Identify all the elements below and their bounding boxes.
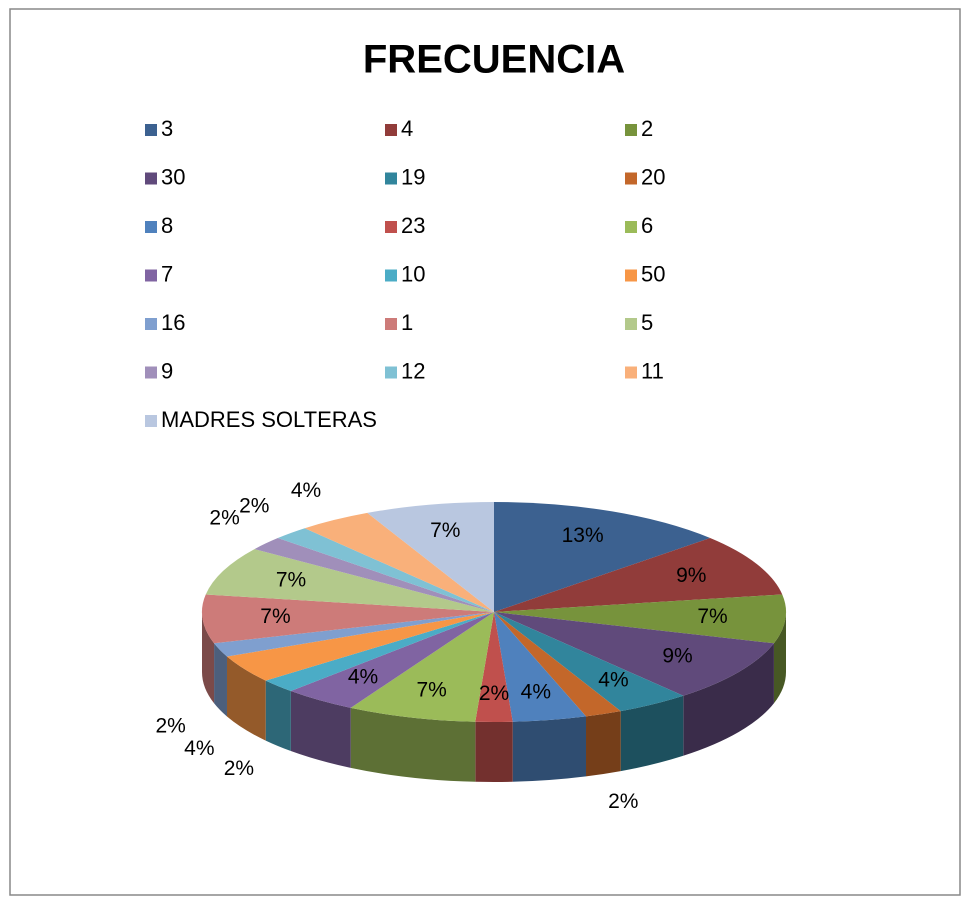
legend-swatch [625,269,637,282]
pie-slice [494,612,684,712]
data-label: 2% [479,682,509,705]
pie-slice [205,549,494,612]
legend-label: 3 [161,116,173,141]
data-label: 4% [521,681,551,704]
data-label: 4% [598,669,628,692]
legend-label: 7 [161,261,173,286]
legend-swatch [145,366,157,379]
pie-side [202,612,215,704]
legend-label: 19 [401,164,425,189]
pie-slice [265,612,494,692]
pie-slice [226,612,494,681]
legend-swatch [145,221,157,233]
legend-label: 1 [401,310,413,335]
legend-swatch [145,318,157,330]
legend-label: 10 [401,261,425,286]
pie-side [290,691,351,768]
pie-side [773,612,787,704]
pie-side [620,695,684,772]
legend-swatch [145,124,157,136]
legend-swatch [385,221,397,233]
legend-label: 8 [161,213,173,238]
data-label: 4% [348,666,378,689]
legend-label: 30 [161,164,185,189]
legend-label: 12 [401,358,425,383]
legend-label: 9 [161,358,173,383]
pie-slice [494,502,711,612]
legend-swatch [625,221,637,233]
legend-swatch [145,172,157,185]
legend-swatch [385,318,397,330]
data-label: 7% [430,519,460,542]
data-label: 2% [608,790,638,813]
pie-side [683,643,774,756]
chart-title: FRECUENCIA [363,38,625,82]
legend-label: 50 [641,261,665,286]
data-label: 2% [155,714,185,737]
pie-side [226,656,266,741]
legend-swatch [385,366,397,379]
legend-label: 5 [641,310,653,335]
pie-slice [494,612,587,722]
data-label: 7% [276,569,306,592]
legend-label: 20 [641,164,665,189]
legend-swatch [145,269,157,282]
legend-swatch [625,172,637,185]
pie-side [265,680,291,752]
pie-side [214,643,227,717]
legend-swatch [385,269,397,282]
legend-label: 11 [641,358,664,383]
pie-side [512,716,587,782]
pie-slice [494,594,786,644]
pie-side [475,721,513,782]
pie-side [350,707,476,782]
legend-swatch [385,172,397,185]
pie-slice [475,612,513,722]
data-label: 4% [291,479,321,502]
legend-swatch [625,366,637,379]
pie-side [586,711,621,777]
legend-label: 16 [161,310,185,335]
pie-slice [367,502,494,612]
pie-slice [304,512,494,612]
data-label: 2% [209,507,239,530]
data-label: 7% [417,679,447,702]
pie-slice [494,612,621,717]
data-label: 4% [184,737,214,760]
pie-slice [494,538,783,612]
pie-slice [290,612,494,708]
data-label: 9% [662,645,692,668]
pie-slice [494,612,774,696]
data-label: 7% [697,605,727,628]
pie-slice [277,528,494,612]
legend-swatch [385,124,397,136]
legend-swatch [625,318,637,330]
pie-slice [350,612,494,722]
legend-swatch [145,415,157,427]
data-label: 7% [260,605,290,628]
legend-swatch [625,124,637,136]
data-label: 2% [224,757,254,780]
legend-label: 2 [641,116,653,141]
pie-slice [202,594,494,644]
legend-label: MADRES SOLTERAS [161,407,377,432]
legend-label: 6 [641,213,653,238]
legend-label: 4 [401,116,413,141]
data-label: 9% [676,564,706,587]
pie-slice [254,538,494,612]
pie-slice [214,612,495,657]
data-label: 13% [562,524,604,547]
data-label: 2% [239,494,269,517]
legend-label: 23 [401,213,425,238]
